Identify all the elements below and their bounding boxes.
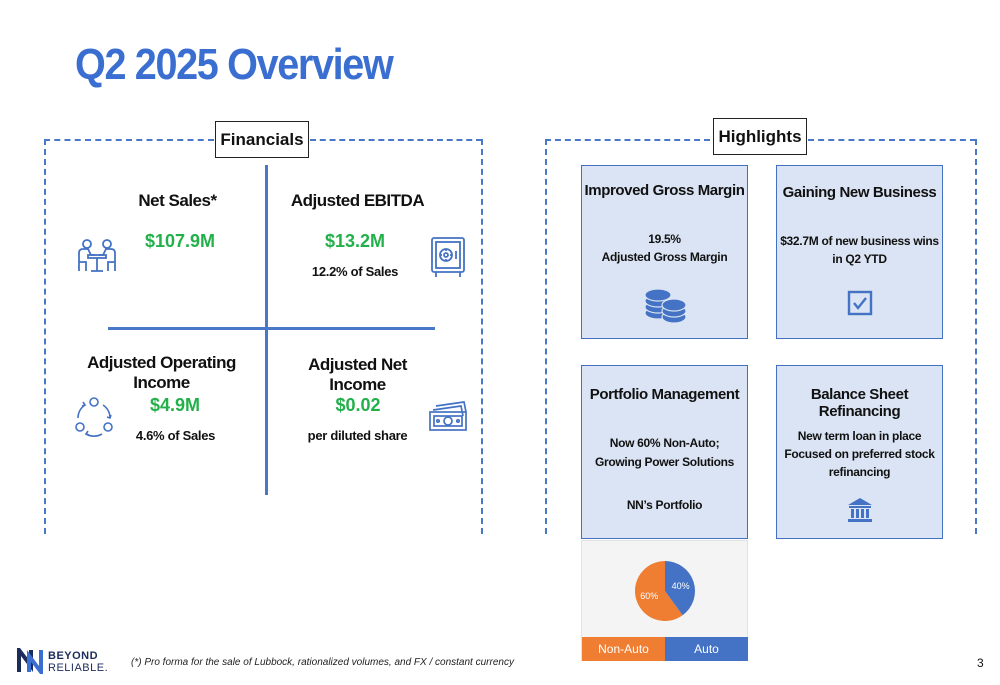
- refinancing-line1: New term loan in place: [797, 429, 922, 443]
- adjusted-net-income-sub: per diluted share: [307, 428, 408, 443]
- highlights-border-top-left: [545, 139, 710, 141]
- adjusted-ebitda-value: $13.2M: [324, 231, 386, 251]
- legend-auto: Auto: [665, 637, 748, 661]
- financials-label: Financials: [215, 121, 309, 158]
- financials-border-left: [44, 139, 46, 534]
- adjusted-net-income-value: $0.02: [335, 395, 381, 415]
- refinancing-line3: refinancing: [828, 465, 891, 479]
- portfolio-line1: Now 60% Non-Auto;: [609, 436, 720, 450]
- gross-margin-label: Adjusted Gross Margin: [601, 250, 728, 264]
- pie-slice-auto: [665, 561, 695, 616]
- refinancing-line2: Focused on preferred stock: [784, 447, 935, 461]
- refinancing-title: Balance Sheet Refinancing: [810, 386, 909, 420]
- financials-border-top-right: [310, 139, 482, 141]
- legend-non-auto: Non-Auto: [582, 637, 665, 661]
- gross-margin-title: Improved Gross Margin: [584, 182, 745, 199]
- pie-legend: Non-Auto Auto: [582, 637, 748, 661]
- new-business-card: Gaining New Business $32.7M of new busin…: [776, 165, 943, 339]
- quadrant-divider-horizontal: [108, 327, 435, 330]
- new-business-line1: $32.7M of new business wins: [780, 234, 939, 248]
- financials-border-right: [481, 139, 483, 534]
- bank-icon: [847, 497, 873, 523]
- pie-label-non-auto: 60%: [640, 591, 658, 601]
- new-business-line2: in Q2 YTD: [832, 252, 887, 266]
- highlights-label: Highlights: [713, 118, 807, 155]
- gross-margin-value: 19.5%: [648, 232, 681, 246]
- coins-icon: [642, 283, 688, 325]
- financials-border-top-left: [44, 139, 214, 141]
- adjusted-ebitda-sub: 12.2% of Sales: [311, 264, 399, 279]
- highlights-border-right: [975, 139, 977, 534]
- portfolio-caption: NN’s Portfolio: [626, 498, 703, 512]
- pie-svg: 60% 40%: [635, 561, 695, 621]
- portfolio-pie-chart: 60% 40% Non-Auto Auto: [581, 540, 748, 661]
- page-title: Q2 2025 Overview: [75, 40, 394, 89]
- adjusted-operating-income-heading: Adjusted Operating Income: [87, 353, 236, 392]
- adjusted-operating-income-value: $4.9M: [149, 395, 201, 415]
- adjusted-operating-income-sub: 4.6% of Sales: [135, 428, 216, 443]
- adjusted-ebitda-heading: Adjusted EBITDA: [290, 191, 425, 210]
- cash-icon: [428, 400, 470, 432]
- logo-line1: BEYOND: [48, 650, 99, 662]
- net-sales-value: $107.9M: [144, 231, 216, 251]
- quadrant-divider-vertical: [265, 165, 268, 495]
- portfolio-line2: Growing Power Solutions: [594, 455, 735, 469]
- logo-line2: RELIABLE.: [48, 662, 109, 674]
- portfolio-title: Portfolio Management: [589, 386, 740, 403]
- gross-margin-card: Improved Gross Margin 19.5% Adjusted Gro…: [581, 165, 748, 339]
- refinancing-card: Balance Sheet Refinancing New term loan …: [776, 365, 943, 539]
- pie-label-auto: 40%: [672, 581, 690, 591]
- portfolio-card: Portfolio Management Now 60% Non-Auto; G…: [581, 365, 748, 539]
- people-meeting-icon: [76, 238, 118, 274]
- adjusted-net-income-heading: Adjusted Net Income: [308, 355, 407, 394]
- pie-slice-non-auto: [635, 561, 683, 621]
- company-logo: [17, 648, 45, 674]
- footnote: (*) Pro forma for the sale of Lubbock, r…: [131, 657, 514, 668]
- net-sales-heading: Net Sales*: [138, 191, 217, 210]
- page-number: 3: [977, 656, 984, 670]
- highlights-border-top-right: [808, 139, 976, 141]
- checkbox-icon: [847, 290, 873, 316]
- cycle-icon: [74, 396, 114, 438]
- new-business-title: Gaining New Business: [782, 184, 937, 201]
- safe-icon: [430, 236, 466, 280]
- highlights-border-left: [545, 139, 547, 534]
